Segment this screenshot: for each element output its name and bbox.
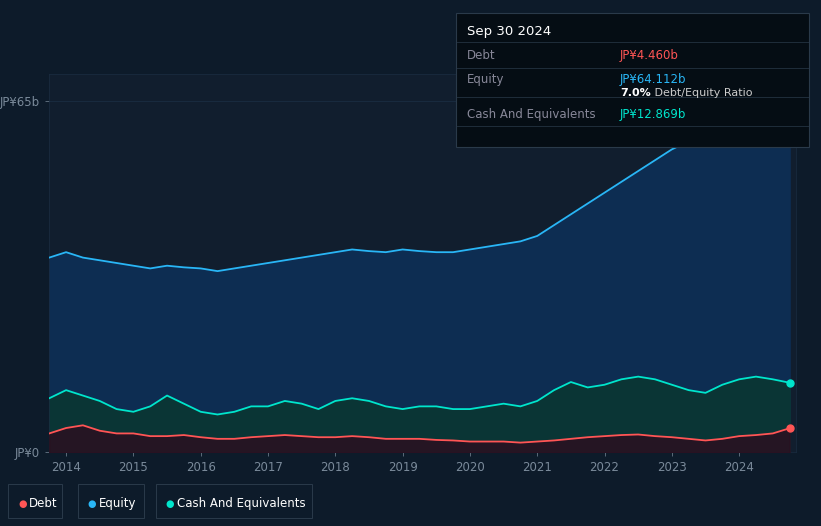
Text: ●: ● (18, 499, 26, 509)
Text: ●: ● (166, 499, 174, 509)
Text: JP¥4.460b: JP¥4.460b (620, 49, 679, 63)
Text: Debt: Debt (29, 497, 57, 510)
Text: Sep 30 2024: Sep 30 2024 (467, 25, 552, 38)
Text: Equity: Equity (99, 497, 136, 510)
Text: JP¥64.112b: JP¥64.112b (620, 73, 686, 86)
Text: Cash And Equivalents: Cash And Equivalents (177, 497, 305, 510)
Text: Debt/Equity Ratio: Debt/Equity Ratio (651, 88, 753, 98)
Text: ●: ● (88, 499, 96, 509)
Text: 7.0%: 7.0% (620, 88, 650, 98)
Text: Cash And Equivalents: Cash And Equivalents (467, 108, 596, 122)
Text: JP¥12.869b: JP¥12.869b (620, 108, 686, 122)
Text: Debt: Debt (467, 49, 496, 63)
Text: Equity: Equity (467, 73, 505, 86)
